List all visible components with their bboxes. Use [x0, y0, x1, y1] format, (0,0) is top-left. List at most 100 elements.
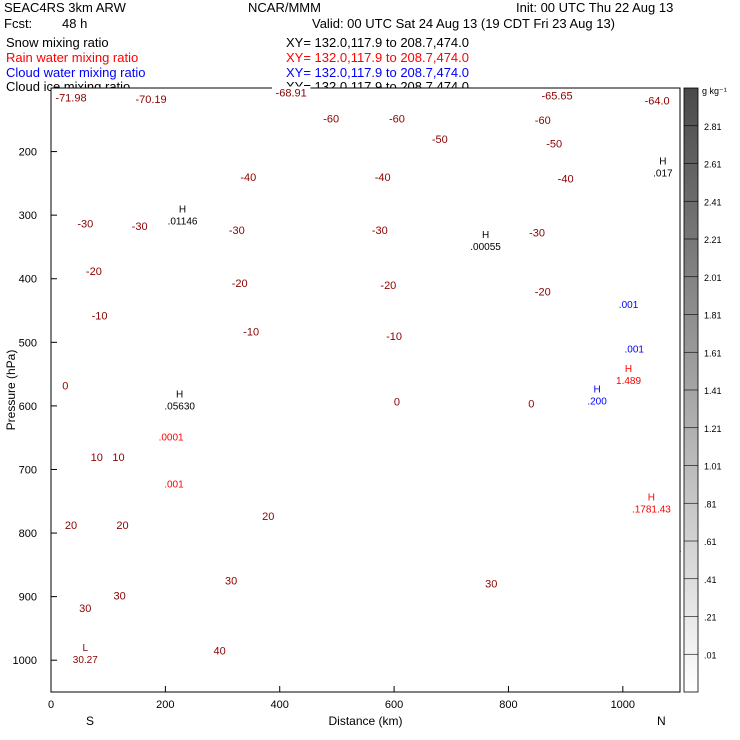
field-xy-snow: XY= 132.0,117.9 to 208.7,474.0: [286, 35, 469, 50]
temperature-label-bg: [484, 577, 498, 590]
y-tick-label: 400: [19, 274, 37, 286]
y-tick-label: 1000: [13, 655, 37, 667]
temperature-label: 20: [116, 520, 128, 532]
temperature-label: -68.91: [276, 87, 307, 99]
temperature-label: 20: [262, 511, 274, 523]
extremum-value: .1781.43: [632, 504, 671, 515]
temperature-label: -40: [558, 173, 574, 185]
temperature-label-bg: [378, 279, 398, 292]
extremum-marker: H: [625, 364, 632, 375]
colorbar-label: 2.01: [704, 273, 722, 283]
x-tick-label: 200: [156, 699, 174, 711]
temperature-label: -20: [380, 280, 396, 292]
temperature-label: 40: [214, 646, 226, 658]
colorbar-label: .01: [704, 650, 717, 660]
extremum-marker: H: [648, 492, 655, 503]
valid-time: Valid: 00 UTC Sat 24 Aug 13 (19 CDT Fri …: [312, 16, 616, 31]
y-tick-label: 200: [19, 147, 37, 159]
contour-value-label: .001: [619, 300, 639, 311]
extremum-marker: H: [482, 230, 489, 241]
colorbar-unit: g kg⁻¹: [702, 86, 727, 96]
y-axis-label: Pressure (hPa): [4, 350, 18, 431]
temperature-label-bg: [213, 644, 227, 657]
temperature-label-bg: [370, 223, 390, 236]
temperature-label-bg: [533, 113, 553, 126]
temperature-label: 10: [112, 452, 124, 464]
temperature-label-bg: [261, 509, 275, 522]
temperature-label: -30: [77, 218, 93, 230]
temperature-label-bg: [533, 285, 553, 298]
temperature-label: 0: [394, 396, 400, 408]
colorbar-label: 1.81: [704, 311, 722, 321]
temperature-label-bg: [90, 450, 104, 463]
colorbar-label: .41: [704, 575, 717, 585]
temperature-label: -50: [546, 138, 562, 150]
temperature-label-bg: [64, 518, 78, 531]
colorbar-label: 2.41: [704, 197, 722, 207]
x-tick-label: 0: [48, 699, 54, 711]
temperature-label-bg: [384, 329, 404, 342]
colorbar-label: 2.21: [704, 235, 722, 245]
temperature-label-bg: [84, 265, 104, 278]
temperature-label: 30: [225, 576, 237, 588]
temperature-label-bg: [116, 518, 129, 531]
extremum-value: .200: [587, 396, 607, 407]
temperature-label: -60: [535, 115, 551, 127]
extremum-marker: H: [593, 384, 600, 395]
extremum-marker: L: [83, 643, 89, 654]
temperature-label: -65.65: [541, 91, 572, 103]
forecast-hours: 48 h: [62, 16, 88, 31]
temperature-label-bg: [78, 602, 92, 615]
colorbar-label: 1.01: [704, 462, 722, 472]
temperature-label: 30: [485, 578, 497, 590]
temperature-label-bg: [556, 172, 576, 185]
temperature-label: -50: [432, 134, 448, 146]
temperature-label: -30: [529, 227, 545, 239]
temperature-label-bg: [131, 92, 171, 105]
temperature-label: -10: [386, 331, 402, 343]
temperature-label: -40: [375, 172, 391, 184]
temperature-label-bg: [90, 309, 110, 322]
colorbar-label: 1.41: [704, 386, 722, 396]
temperature-label: -30: [229, 225, 245, 237]
field-name-cloud-water: Cloud water mixing ratio: [6, 65, 146, 80]
y-tick-label: 500: [19, 337, 37, 349]
extremum-value: 1.489: [616, 376, 641, 387]
model-title: SEAC4RS 3km ARW: [4, 0, 126, 15]
colorbar-label: 2.81: [704, 122, 722, 132]
y-tick-label: 700: [19, 464, 37, 476]
plot-frame: [50, 87, 681, 693]
extremum-value: .01146: [168, 216, 198, 227]
x-tick-label: 600: [385, 699, 403, 711]
temperature-label-bg: [537, 89, 577, 102]
temperature-label-bg: [641, 94, 674, 107]
temperature-label-bg: [75, 217, 95, 230]
temperature-label: 20: [65, 520, 77, 532]
y-tick-label: 600: [19, 401, 37, 413]
org-label: NCAR/MMM: [248, 0, 321, 15]
temperature-label-bg: [430, 132, 450, 145]
temperature-label-bg: [130, 219, 150, 232]
extremum-value: .05630: [164, 401, 195, 412]
temperature-label-bg: [393, 395, 401, 408]
y-tick-label: 300: [19, 210, 37, 222]
y-tick-label: 800: [19, 528, 37, 540]
temperature-label-bg: [62, 379, 69, 392]
extremum-value: .00055: [470, 242, 501, 253]
extremum-marker: H: [659, 157, 666, 168]
colorbar-label: .81: [704, 499, 717, 509]
contour-value-label: .001: [164, 479, 184, 490]
temperature-label: 0: [62, 381, 68, 393]
temperature-label: -10: [92, 311, 108, 323]
colorbar-label: 2.61: [704, 160, 722, 170]
temperature-label: -30: [372, 225, 388, 237]
y-tick-label: 900: [19, 592, 37, 604]
temperature-label-bg: [373, 171, 393, 184]
field-name-rain: Rain water mixing ratio: [6, 50, 139, 65]
contour-value-label: .0001: [159, 432, 184, 443]
temperature-label-bg: [271, 86, 311, 99]
x-tick-label: 400: [271, 699, 289, 711]
field-name-snow: Snow mixing ratio: [6, 35, 109, 50]
contour-value-label: .001: [625, 345, 645, 356]
south-label: S: [86, 714, 94, 728]
